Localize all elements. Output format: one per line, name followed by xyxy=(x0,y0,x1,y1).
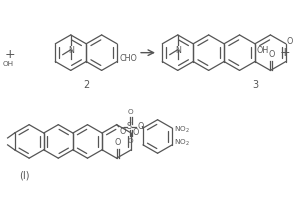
Text: N: N xyxy=(175,46,181,55)
Text: CHO: CHO xyxy=(119,54,137,63)
Text: O: O xyxy=(137,122,144,131)
Text: O: O xyxy=(114,138,121,147)
Text: O: O xyxy=(268,50,274,59)
Text: N: N xyxy=(68,46,74,55)
Text: +: + xyxy=(280,46,291,59)
Text: NO$_2$: NO$_2$ xyxy=(174,125,190,135)
Text: S: S xyxy=(127,122,132,131)
Text: NO$_2$: NO$_2$ xyxy=(174,138,190,148)
Text: O: O xyxy=(128,109,133,115)
Text: +: + xyxy=(4,48,15,61)
Text: 3: 3 xyxy=(252,80,258,90)
Text: O: O xyxy=(128,138,133,144)
Text: O: O xyxy=(132,128,139,137)
Text: OH: OH xyxy=(257,46,269,55)
Text: OH: OH xyxy=(2,62,14,68)
Text: O: O xyxy=(287,37,293,46)
Text: 2: 2 xyxy=(83,80,89,90)
Text: O: O xyxy=(120,127,126,136)
Text: (I): (I) xyxy=(19,170,29,180)
